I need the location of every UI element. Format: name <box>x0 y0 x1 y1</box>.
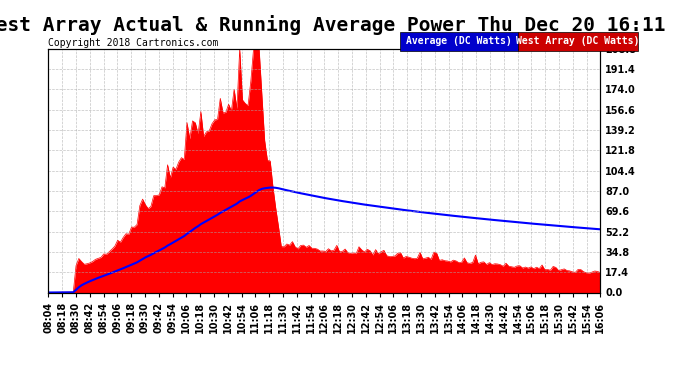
Text: West Array (DC Watts): West Array (DC Watts) <box>516 36 640 46</box>
Text: West Array Actual & Running Average Power Thu Dec 20 16:11: West Array Actual & Running Average Powe… <box>0 15 665 35</box>
Text: Copyright 2018 Cartronics.com: Copyright 2018 Cartronics.com <box>48 38 219 48</box>
Text: Average (DC Watts): Average (DC Watts) <box>406 36 512 46</box>
